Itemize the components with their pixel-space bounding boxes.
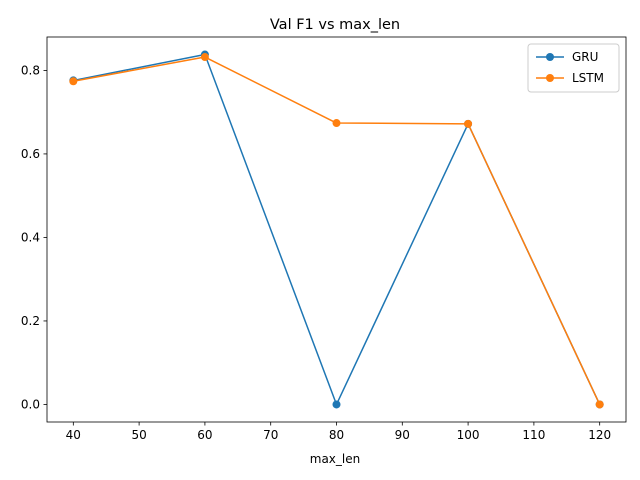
y-tick-label: 0.8 — [21, 63, 40, 77]
data-point-gru — [332, 400, 341, 409]
x-tick-label: 120 — [588, 428, 611, 442]
data-point-lstm — [332, 119, 341, 128]
x-tick-label: 90 — [395, 428, 410, 442]
y-tick-label: 0.0 — [21, 397, 40, 411]
x-tick-label: 80 — [329, 428, 344, 442]
legend-label-gru: GRU — [572, 50, 598, 64]
y-tick-label: 0.4 — [21, 230, 40, 244]
x-axis-label: max_len — [310, 452, 360, 466]
data-point-lstm — [69, 77, 78, 86]
y-tick-label: 0.2 — [21, 314, 40, 328]
x-tick-label: 100 — [457, 428, 480, 442]
series-line-lstm — [73, 56, 601, 405]
data-point-lstm — [464, 119, 473, 128]
data-point-lstm — [595, 400, 604, 409]
legend: GRU LSTM — [527, 43, 620, 93]
legend-marker-gru — [546, 53, 554, 61]
x-tick-label: 60 — [197, 428, 212, 442]
y-tick-label: 0.6 — [21, 147, 40, 161]
plot-area: 40 50 60 70 80 90 100 110 120 0.0 0.2 0.4 0.6 0.8 GRU L… — [21, 36, 627, 442]
chart-title: Val F1 vs max_len — [270, 17, 400, 33]
data-point-lstm — [200, 53, 209, 62]
legend-marker-lstm — [546, 74, 554, 82]
x-tick-label: 50 — [131, 428, 146, 442]
x-tick-label: 110 — [522, 428, 545, 442]
axes-frame — [46, 36, 627, 423]
x-tick-label: 40 — [66, 428, 81, 442]
legend-label-lstm: LSTM — [572, 71, 604, 85]
x-tick-label: 70 — [263, 428, 278, 442]
series-line-gru — [73, 53, 601, 406]
